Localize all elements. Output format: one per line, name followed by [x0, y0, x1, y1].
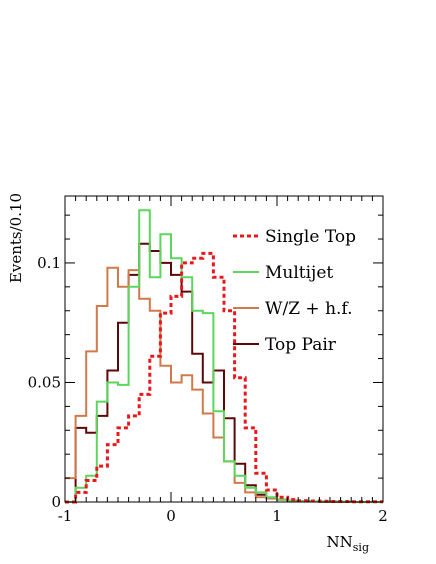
y-tick-label: 0.05	[28, 373, 61, 391]
y-tick-label: 0	[51, 493, 61, 511]
y-tick-label: 0.1	[37, 254, 61, 272]
y-axis-label: Events/0.10	[7, 193, 25, 283]
axis-layer: -1 0 1 200.050.1	[28, 196, 388, 525]
x-tick-label: 2	[378, 507, 388, 525]
x-axis-label-main: NN	[327, 533, 353, 551]
series-single-top-histogram	[65, 251, 383, 504]
legend-label: Top Pair	[265, 335, 337, 355]
x-tick-label: -1	[58, 507, 73, 525]
legend-label: W/Z + h.f.	[265, 299, 353, 319]
legend-label: Multijet	[265, 263, 333, 283]
x-tick-label: 0	[166, 507, 176, 525]
x-axis-label-subscript: sig	[353, 541, 369, 554]
x-axis-label: NNsig	[327, 533, 369, 554]
x-tick-label: 1	[272, 507, 282, 525]
legend-label: Single Top	[265, 227, 356, 247]
legend: Single Top Multijet W/Z + h.f. Top Pair	[233, 227, 356, 355]
